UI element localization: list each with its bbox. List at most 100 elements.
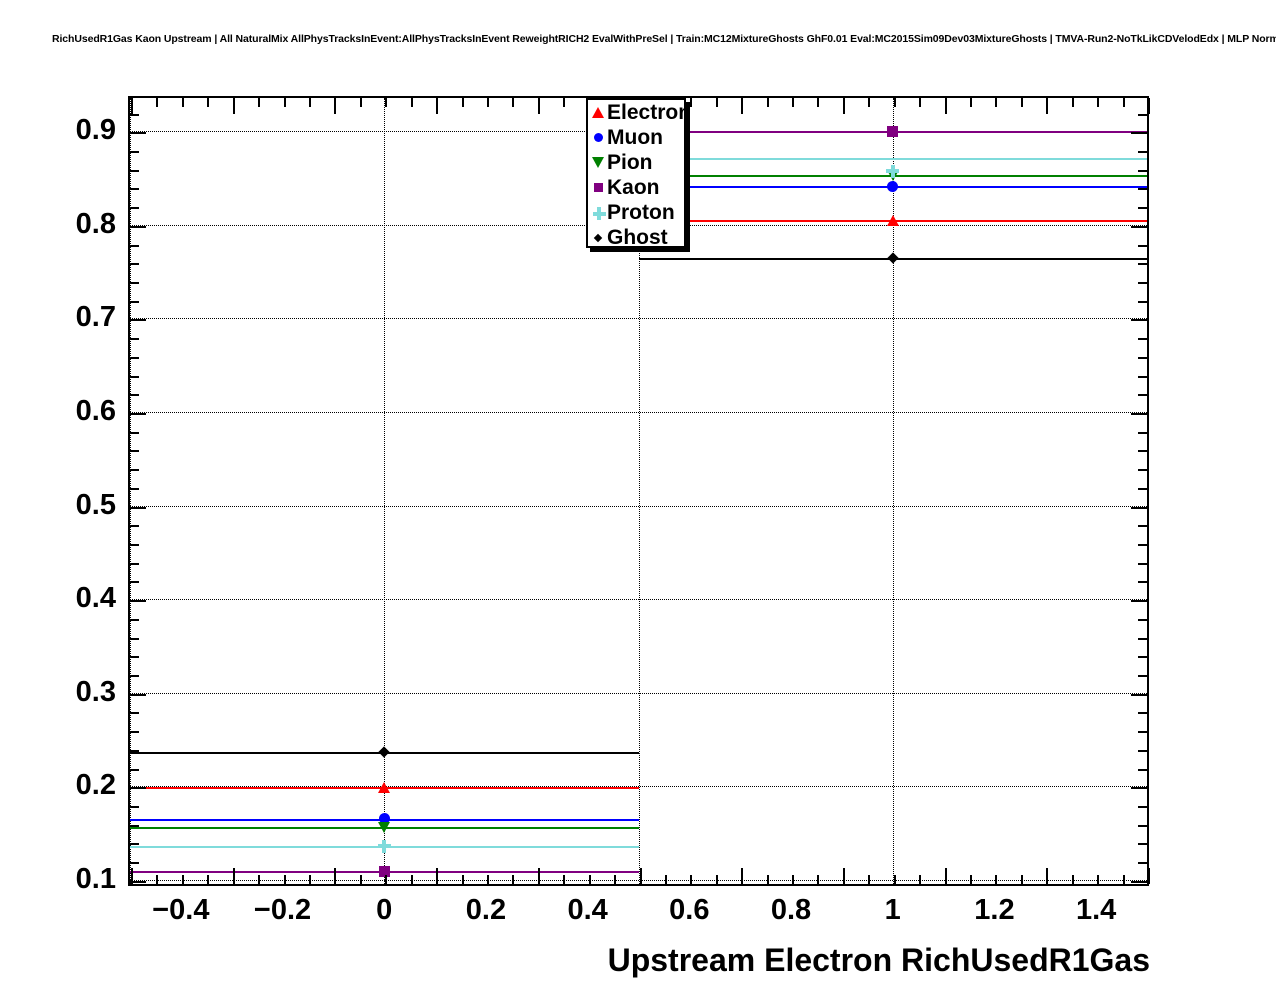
x-tick-minor [359, 875, 362, 884]
x-tick-major [436, 868, 439, 884]
y-tick-minor [130, 768, 139, 771]
y-tick-minor [130, 469, 139, 472]
y-tick-minor [130, 824, 139, 827]
y-tick-minor-right [1138, 768, 1147, 771]
legend-marker-glyph [593, 233, 603, 242]
y-tick-minor [130, 188, 139, 191]
x-tick-minor-top [970, 98, 973, 107]
y-tick-minor [130, 375, 139, 378]
legend-entry-muon: Muon [588, 125, 684, 150]
y-tick-label: 0.6 [75, 394, 116, 427]
y-tick-major-right [1131, 693, 1147, 696]
y-tick-label: 0.7 [75, 301, 116, 334]
x-tick-minor-top [919, 98, 922, 107]
x-tick-major-top [232, 98, 235, 114]
y-tick-major-right [1131, 225, 1147, 228]
y-tick-minor-right [1138, 113, 1147, 116]
y-tick-major [130, 880, 146, 883]
x-tick-minor [817, 875, 820, 884]
x-tick-major [131, 868, 133, 884]
x-tick-major-top [334, 98, 337, 114]
data-point-electron [378, 781, 391, 793]
legend-marker-glyph [592, 107, 604, 118]
x-tick-major-top [537, 98, 540, 114]
y-tick-minor-right [1138, 394, 1147, 397]
grid-line-vertical [130, 98, 131, 884]
x-tick-minor [258, 875, 261, 884]
grid-line-horizontal [130, 505, 1147, 507]
x-tick-major-top [131, 98, 133, 114]
x-tick-minor [792, 875, 795, 884]
x-tick-minor [308, 875, 311, 884]
x-tick-minor [156, 875, 159, 884]
y-tick-major-right [1131, 132, 1147, 135]
y-tick-minor [130, 113, 139, 116]
y-tick-minor-right [1138, 712, 1147, 715]
data-point-pion [378, 821, 391, 833]
y-tick-major [130, 132, 146, 135]
y-tick-minor [130, 712, 139, 715]
y-tick-minor-right [1138, 150, 1147, 153]
y-tick-major [130, 787, 146, 790]
plot-area [130, 98, 1147, 884]
x-tick-major [1046, 868, 1049, 884]
y-tick-minor [130, 618, 139, 621]
x-tick-minor [690, 875, 693, 884]
x-tick-major [537, 868, 540, 884]
y-tick-minor [130, 805, 139, 808]
y-tick-minor-right [1138, 207, 1147, 210]
y-tick-minor [130, 749, 139, 752]
x-tick-major [639, 868, 642, 884]
y-tick-minor [130, 562, 139, 565]
x-axis-title: Upstream Electron RichUsedR1Gas [607, 942, 1150, 978]
y-tick-minor-right [1138, 169, 1147, 172]
y-tick-label: 0.8 [75, 207, 116, 240]
y-tick-minor-right [1138, 188, 1147, 191]
y-tick-label: 0.9 [75, 114, 116, 147]
grid-line-horizontal [130, 411, 1147, 413]
legend-label: Kaon [607, 176, 660, 199]
x-tick-minor [766, 875, 769, 884]
x-tick-minor [512, 875, 515, 884]
x-tick-major [1148, 868, 1150, 884]
legend-marker-triangle-up-icon [591, 106, 605, 120]
x-tick-minor-top [359, 98, 362, 107]
y-tick-minor-right [1138, 637, 1147, 640]
y-tick-minor [130, 300, 139, 303]
x-tick-minor-top [690, 98, 693, 107]
x-tick-major [232, 868, 235, 884]
y-tick-major [130, 225, 146, 228]
y-tick-minor [130, 843, 139, 846]
x-tick-minor-top [1097, 98, 1100, 107]
y-tick-minor-right [1138, 562, 1147, 565]
grid-line-vertical [638, 98, 640, 884]
y-tick-major-right [1131, 319, 1147, 322]
data-point-kaon [378, 865, 390, 877]
x-tick-minor-top [715, 98, 718, 107]
y-tick-minor-right [1138, 375, 1147, 378]
y-tick-minor-right [1138, 862, 1147, 865]
y-tick-minor [130, 581, 139, 584]
grid-line-vertical [384, 98, 386, 884]
y-tick-minor-right [1138, 581, 1147, 584]
y-tick-label: 0.3 [75, 675, 116, 708]
y-tick-minor [130, 150, 139, 153]
y-tick-minor-right [1138, 356, 1147, 359]
y-tick-minor-right [1138, 263, 1147, 266]
x-tick-minor-top [792, 98, 795, 107]
y-tick-minor [130, 207, 139, 210]
y-tick-minor-right [1138, 300, 1147, 303]
grid-line-horizontal [130, 599, 1147, 601]
y-tick-label: 0.5 [75, 488, 116, 521]
x-tick-label: 1.2 [974, 894, 1015, 926]
legend-marker-cross-icon [591, 206, 606, 220]
x-tick-label: 0.4 [567, 894, 608, 926]
legend-marker-glyph [593, 133, 603, 142]
x-tick-minor [486, 875, 489, 884]
legend-entry-proton: Proton [588, 200, 684, 225]
data-point-muon [887, 180, 899, 192]
x-tick-minor [868, 875, 871, 884]
x-tick-minor-top [461, 98, 464, 107]
y-tick-minor [130, 169, 139, 172]
x-tick-minor-top [868, 98, 871, 107]
